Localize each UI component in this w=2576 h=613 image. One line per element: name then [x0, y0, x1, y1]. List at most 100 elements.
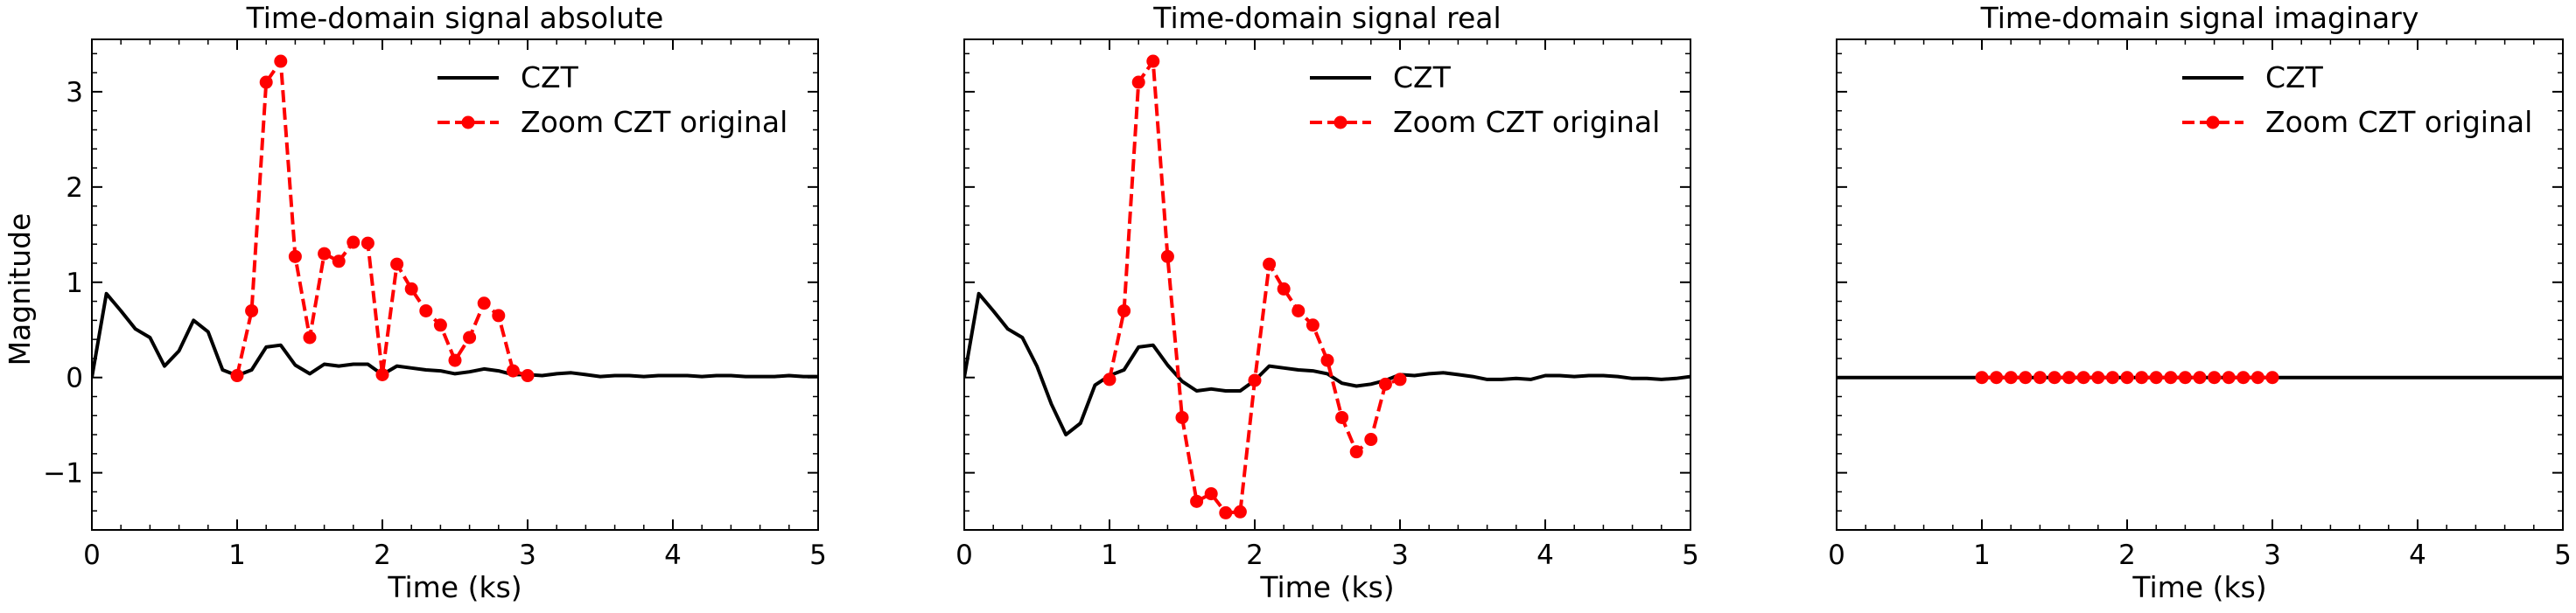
zoom-czt-point — [2135, 371, 2149, 385]
zoom-czt-point — [360, 236, 374, 250]
zoom-czt-point — [1160, 249, 1174, 263]
x-tick-label: 0 — [83, 540, 101, 571]
x-axis-label: Time (ks) — [1259, 570, 1394, 604]
y-axis-label: Magnitude — [3, 213, 37, 366]
panel-3: Time-domain signal imaginary Time (ks) 0 1 2… — [1828, 1, 2572, 604]
x-axis-label: Time (ks) — [387, 570, 522, 604]
zoom-czt-point — [506, 364, 520, 378]
zoom-czt-point — [1263, 257, 1277, 271]
x-tick-label: 2 — [1246, 540, 1264, 571]
zoom-czt-point — [318, 247, 332, 261]
zoom-czt-point — [1277, 282, 1291, 296]
x-tick-label: 4 — [1536, 540, 1554, 571]
x-tick-label: 1 — [1101, 540, 1118, 571]
legend-czt-label: CZT — [1393, 60, 1452, 94]
zoom-czt-point — [1335, 410, 1349, 424]
legend-czt-label: CZT — [521, 60, 579, 94]
legend-zoom-marker — [1334, 115, 1348, 129]
zoom-czt-point — [1364, 433, 1378, 447]
zoom-czt-point — [1975, 371, 1989, 385]
zoom-czt-point — [2193, 371, 2207, 385]
legend: CZT Zoom CZT original — [2182, 60, 2532, 139]
zoom-czt-point — [2062, 371, 2076, 385]
x-tick-label: 4 — [664, 540, 682, 571]
zoom-czt-point — [303, 331, 317, 345]
x-tick-label: 5 — [1682, 540, 1699, 571]
zoom-czt-point — [332, 254, 346, 268]
zoom-czt-point — [2019, 371, 2033, 385]
x-tick-label: 3 — [1391, 540, 1409, 571]
x-tick-label: 5 — [2554, 540, 2572, 571]
x-tick-label: 0 — [1828, 540, 1845, 571]
x-axis-label: Time (ks) — [2132, 570, 2266, 604]
zoom-czt-point — [288, 249, 302, 263]
zoom-czt-point — [245, 303, 259, 317]
legend: CZT Zoom CZT original — [438, 60, 788, 139]
panel-title: Time-domain signal real — [1152, 1, 1501, 35]
zoom-czt-point — [2265, 371, 2279, 385]
legend-zoom-label: Zoom CZT original — [2265, 105, 2532, 139]
legend-zoom-label: Zoom CZT original — [521, 105, 788, 139]
y-tick-label: 2 — [66, 172, 83, 204]
plot-frame — [91, 38, 819, 531]
zoom-czt-point — [2236, 371, 2250, 385]
zoom-czt-point — [463, 331, 477, 345]
x-tick-label: 2 — [374, 540, 391, 571]
legend-zoom-marker — [2206, 115, 2220, 129]
zoom-czt-point — [2076, 371, 2090, 385]
zoom-czt-point — [2178, 371, 2192, 385]
zoom-czt-point — [1306, 318, 1320, 332]
zoom-czt-point — [2250, 371, 2264, 385]
y-tick-label: 3 — [66, 77, 83, 108]
zoom-czt-point — [433, 318, 447, 332]
zoom-czt-point — [477, 296, 491, 310]
plot-frame — [963, 38, 1691, 531]
zoom-czt-point — [259, 75, 273, 89]
zoom-czt-point — [2164, 371, 2178, 385]
zoom-czt-point — [1349, 445, 1363, 459]
zoom-czt-point — [521, 369, 535, 383]
zoom-czt-point — [230, 369, 244, 383]
zoom-czt-point — [1117, 303, 1131, 317]
zoom-czt-point — [1102, 373, 1116, 387]
zoom-czt-point — [1248, 373, 1262, 387]
zoom-czt-point — [448, 353, 462, 367]
zoom-czt-point — [1219, 505, 1233, 519]
zoom-czt-line — [1108, 59, 1401, 515]
x-tick-label: 4 — [2409, 540, 2426, 571]
zoom-czt-point — [1190, 494, 1204, 508]
legend-czt-label: CZT — [2265, 60, 2324, 94]
y-tick-label: −1 — [43, 458, 83, 490]
zoom-czt-point — [2120, 371, 2134, 385]
zoom-czt-point — [2033, 371, 2047, 385]
legend-zoom-label: Zoom CZT original — [1393, 105, 1660, 139]
zoom-czt-point — [2105, 371, 2119, 385]
zoom-czt-point — [419, 303, 433, 317]
y-tick-label: 1 — [66, 268, 83, 299]
zoom-czt-point — [404, 282, 418, 296]
x-tick-label: 5 — [809, 540, 827, 571]
zoom-czt-point — [1131, 75, 1145, 89]
zoom-czt-point — [1990, 371, 2004, 385]
zoom-czt-point — [1175, 410, 1189, 424]
zoom-czt-point — [1233, 505, 1247, 519]
czt-line — [92, 291, 818, 379]
zoom-czt-point — [2222, 371, 2236, 385]
panel-title: Time-domain signal imaginary — [1980, 1, 2419, 35]
zoom-czt-point — [2208, 371, 2222, 385]
x-tick-label: 3 — [2264, 540, 2281, 571]
panel-title: Time-domain signal absolute — [246, 1, 664, 35]
x-tick-label: 1 — [228, 540, 246, 571]
zoom-czt-point — [375, 367, 389, 381]
legend-zoom-marker — [461, 115, 475, 129]
czt-line — [964, 291, 1690, 437]
panel-2: Time-domain signal real Time (ks) 0 1 2 3 4 5 CZ… — [956, 1, 1699, 604]
zoom-czt-point — [1292, 303, 1306, 317]
zoom-czt-point — [492, 309, 506, 323]
zoom-czt-point — [1146, 54, 1160, 68]
x-tick-label: 2 — [2118, 540, 2136, 571]
legend: CZT Zoom CZT original — [1310, 60, 1660, 139]
zoom-czt-point — [1320, 353, 1334, 367]
zoom-czt-point — [1393, 373, 1407, 387]
